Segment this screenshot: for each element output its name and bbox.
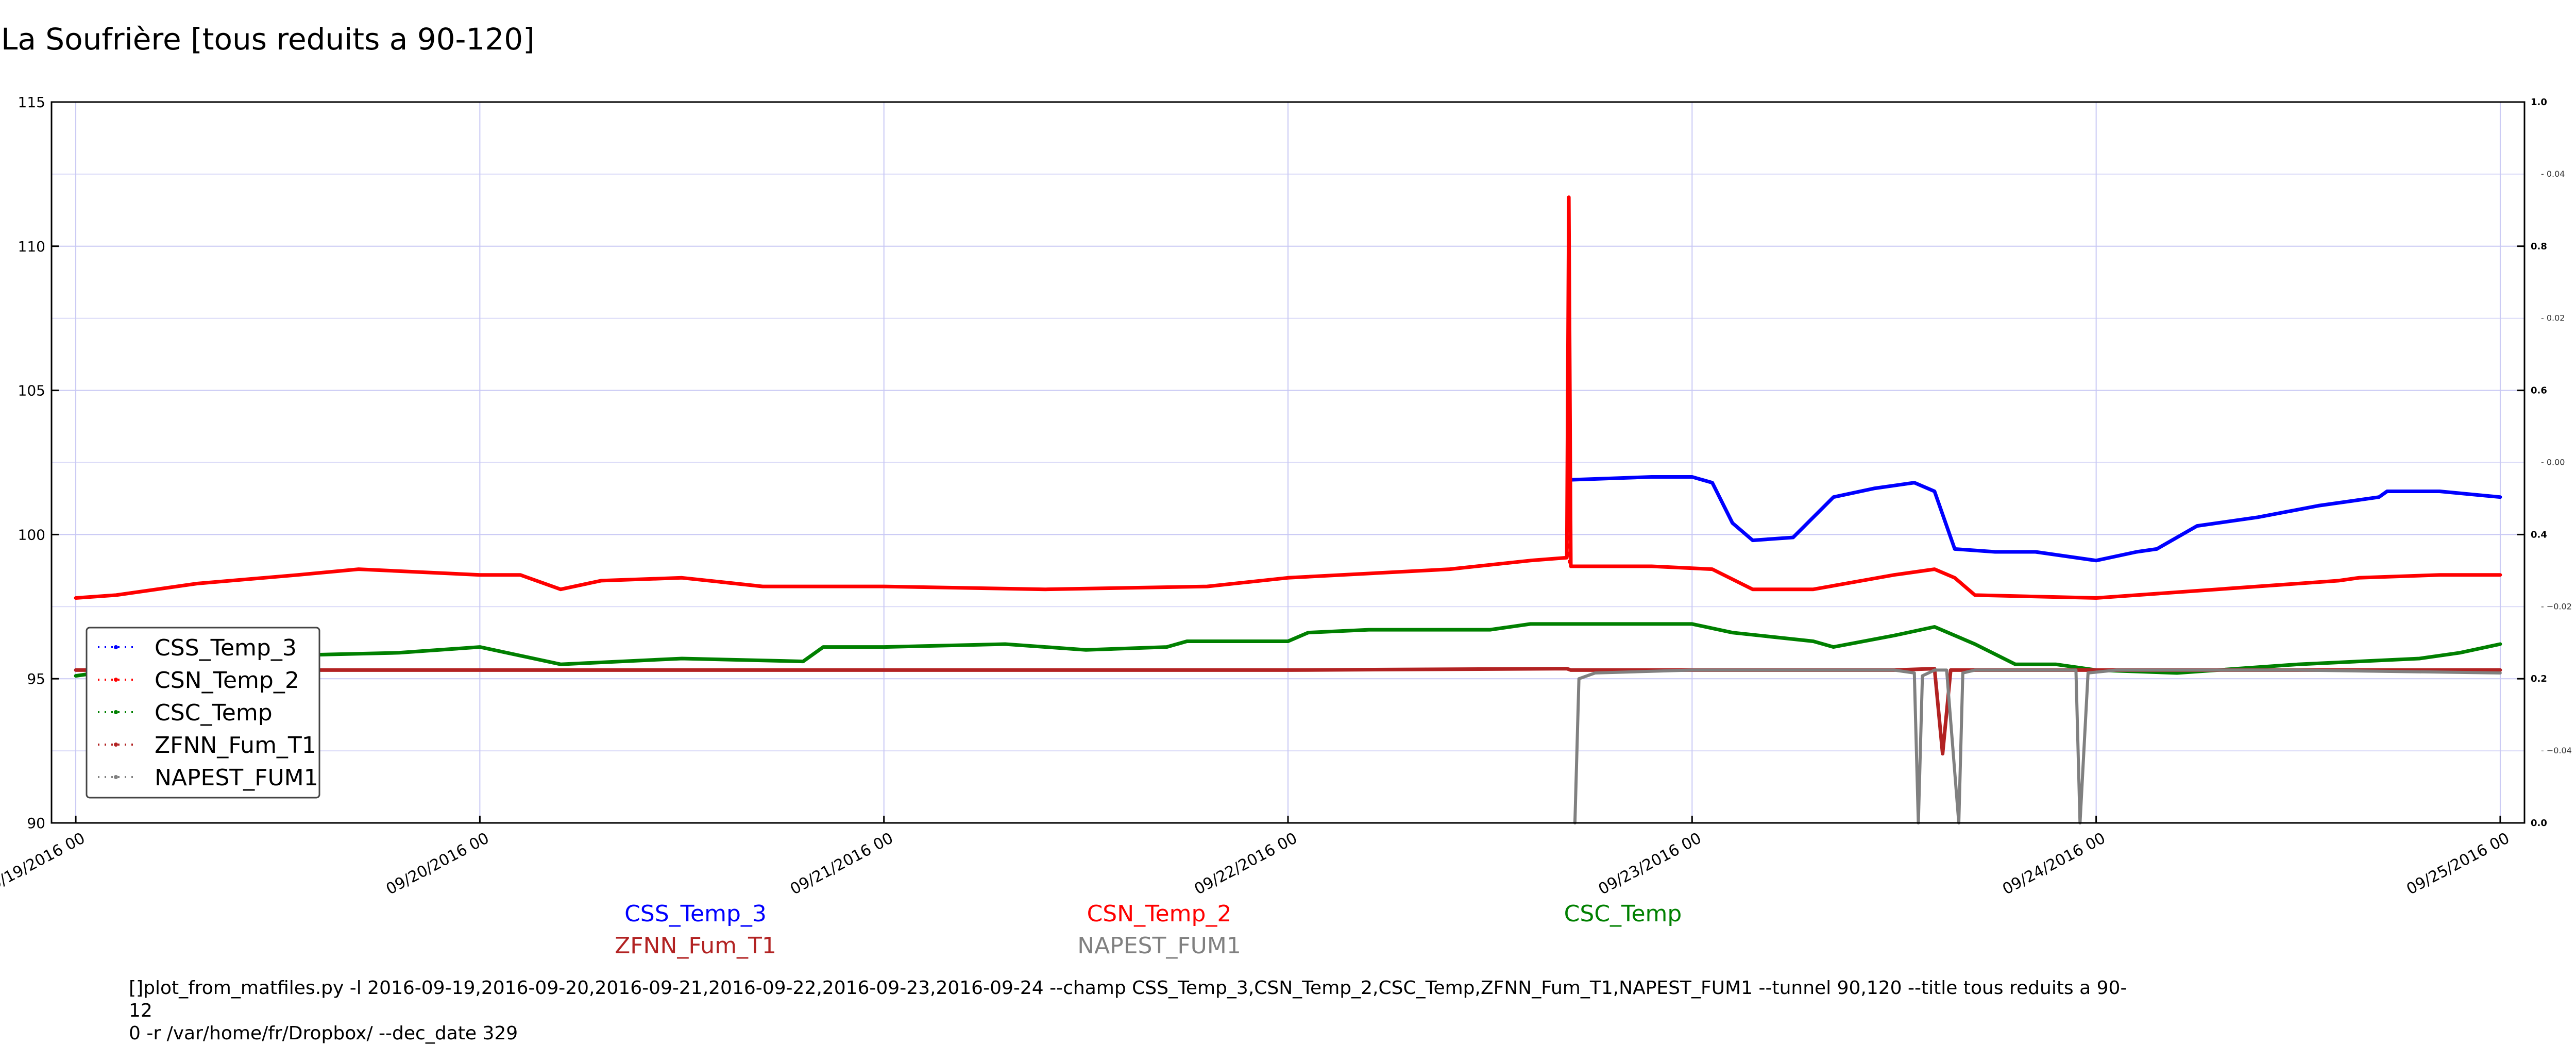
y-tick-label: 105 bbox=[18, 382, 45, 399]
x-tick-label: 09/25/2016 00 bbox=[2403, 829, 2512, 898]
y3-tick-label: - 0.04 bbox=[2541, 169, 2565, 179]
y-tick-label: 100 bbox=[18, 526, 45, 543]
x-tick-label: 09/24/2016 00 bbox=[1999, 829, 2108, 898]
legend-label: CSS_Temp_3 bbox=[155, 635, 297, 661]
series-line bbox=[74, 195, 2502, 600]
legend-marker bbox=[114, 775, 118, 779]
legend-marker bbox=[114, 645, 118, 649]
y-tick-label: 115 bbox=[18, 94, 45, 111]
x-tick-label: 09/22/2016 00 bbox=[1192, 829, 1300, 898]
y2-tick-label: 0.2 bbox=[2531, 673, 2547, 684]
y3-tick-label: - 0.02 bbox=[2541, 313, 2565, 323]
chart-title: La Soufrière [tous reduits a 90-120] bbox=[1, 22, 535, 57]
bottom-label-napest-fum1: NAPEST_FUM1 bbox=[1077, 933, 1241, 959]
y2-tick-label: 0.0 bbox=[2531, 818, 2547, 829]
series-line bbox=[1569, 475, 2502, 563]
y-tick-label: 110 bbox=[18, 238, 45, 255]
y3-tick-label: - −0.04 bbox=[2541, 746, 2572, 755]
bottom-label-css-temp-3: CSS_Temp_3 bbox=[624, 901, 767, 927]
x-tick-label: 09/21/2016 00 bbox=[787, 829, 896, 898]
series-line bbox=[1573, 668, 2502, 824]
legend-label: ZFNN_Fum_T1 bbox=[155, 732, 316, 759]
legend-marker bbox=[114, 710, 118, 714]
legend-label: CSN_Temp_2 bbox=[155, 667, 299, 694]
legend-marker bbox=[114, 743, 118, 747]
x-tick-label: 09/20/2016 00 bbox=[383, 829, 492, 898]
plot-frame bbox=[50, 101, 2526, 824]
y2-tick-label: 1.0 bbox=[2531, 97, 2547, 108]
legend-marker bbox=[114, 678, 118, 682]
bottom-label-csn-temp-2: CSN_Temp_2 bbox=[1087, 901, 1232, 927]
y-tick-label: 95 bbox=[27, 670, 45, 687]
y3-tick-label: - 0.00 bbox=[2541, 458, 2565, 467]
command-line-text: []plot_from_matfiles.py -l 2016-09-19,20… bbox=[129, 977, 2127, 1044]
y-tick-label: 90 bbox=[27, 815, 45, 832]
y2-tick-label: 0.6 bbox=[2531, 385, 2547, 396]
x-tick-label: 09/23/2016 00 bbox=[1596, 829, 1704, 898]
legend-label: NAPEST_FUM1 bbox=[155, 765, 318, 791]
series-line bbox=[74, 622, 2502, 678]
legend-label: CSC_Temp bbox=[155, 700, 273, 726]
y2-tick-label: 0.4 bbox=[2531, 529, 2547, 540]
legend-box bbox=[86, 627, 320, 799]
x-tick-label: 09/19/2016 00 bbox=[0, 829, 88, 898]
y3-tick-label: - −0.02 bbox=[2541, 601, 2572, 611]
bottom-label-zfnn-fum-t1: ZFNN_Fum_T1 bbox=[615, 933, 776, 959]
bottom-label-csc-temp: CSC_Temp bbox=[1564, 901, 1682, 927]
y2-tick-label: 0.8 bbox=[2531, 241, 2547, 252]
